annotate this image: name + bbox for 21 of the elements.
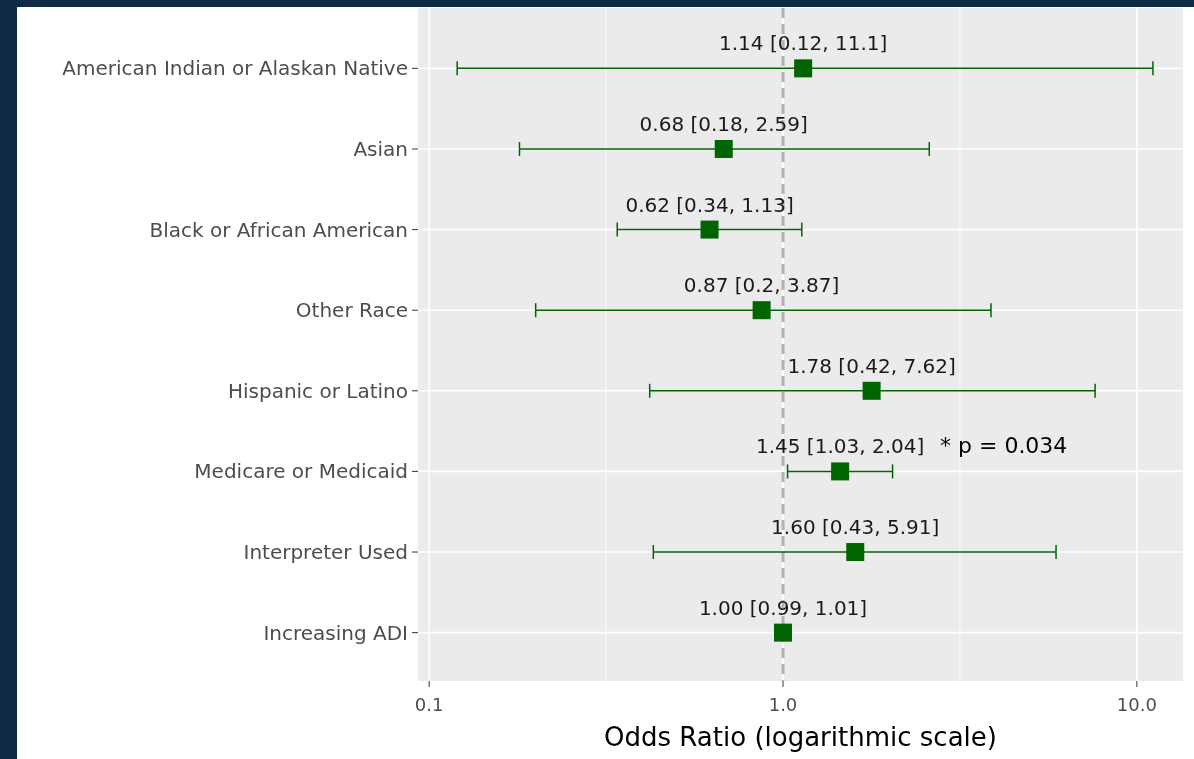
data-label: 1.45 [1.03, 2.04] [755, 434, 925, 459]
y-tick-label: American Indian or Alaskan Native [62, 56, 408, 81]
data-label: 0.68 [0.18, 2.59] [639, 111, 808, 136]
data-label: 0.62 [0.34, 1.13] [625, 192, 794, 217]
data-label: 1.60 [0.43, 5.91] [771, 515, 940, 540]
data-label: 1.78 [0.42, 7.62] [787, 353, 956, 378]
y-tick-label: Medicare or Medicaid [194, 459, 408, 484]
y-tick-label: Asian [353, 136, 408, 161]
data-label: 1.00 [0.99, 1.01] [698, 595, 868, 620]
x-tick-label: 1.0 [768, 694, 798, 715]
annotation: * p = 0.034 [940, 433, 1068, 458]
y-tick-label: Hispanic or Latino [227, 378, 408, 403]
y-tick-label: Black or African American [149, 217, 408, 242]
x-tick-label: 10.0 [1116, 694, 1157, 715]
x-tick-label: 0.1 [414, 694, 444, 715]
y-tick-label: Increasing ADI [263, 620, 408, 645]
data-label: 0.87 [0.2, 3.87] [683, 273, 840, 298]
data-label: 1.14 [0.12, 11.1] [719, 31, 888, 56]
x-axis-title: Odds Ratio (logarithmic scale) [604, 722, 997, 752]
y-tick-label: Interpreter Used [243, 540, 408, 565]
y-tick-label: Other Race [295, 298, 408, 323]
